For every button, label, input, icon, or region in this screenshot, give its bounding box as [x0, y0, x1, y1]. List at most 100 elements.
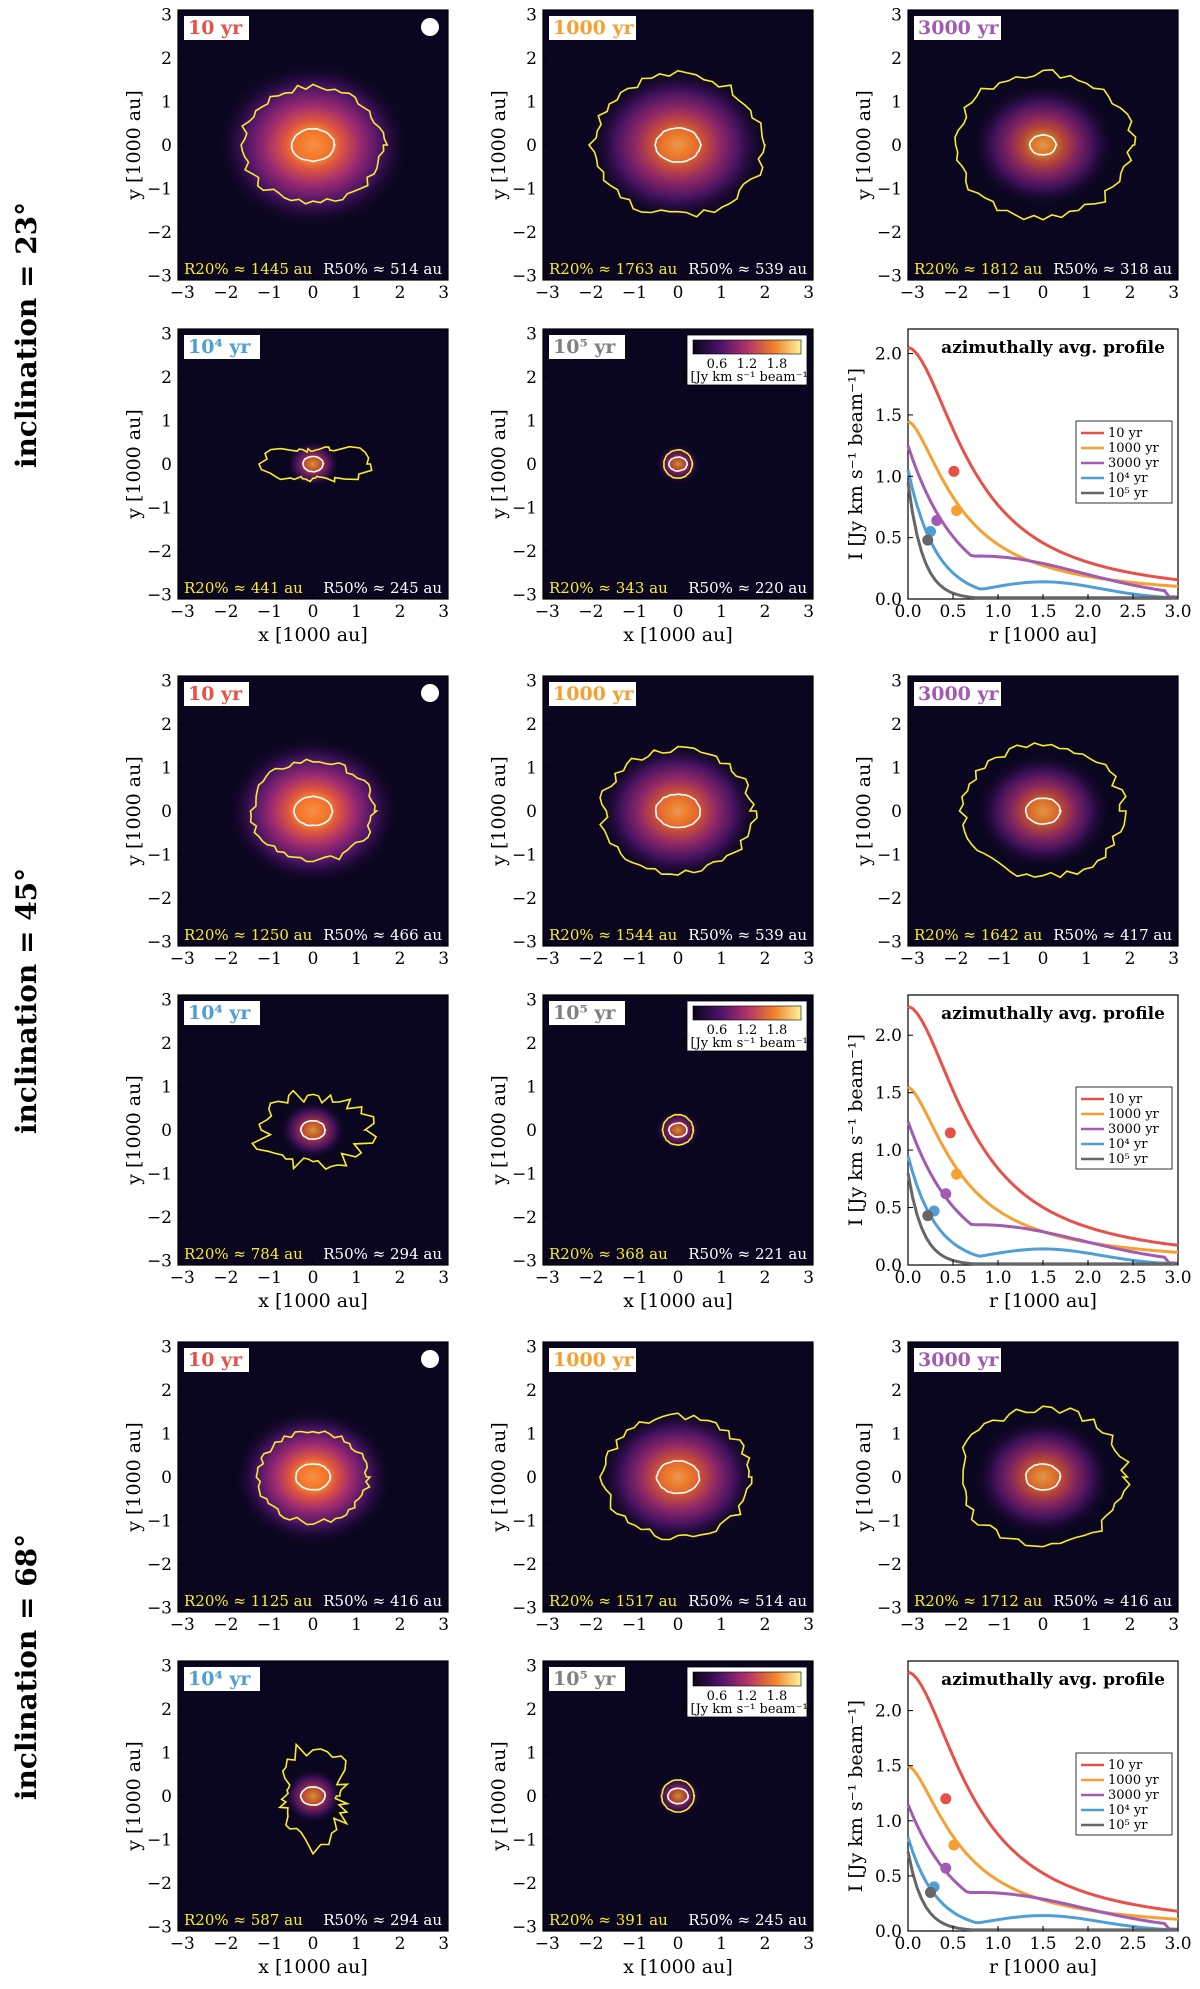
legend-label: 10⁵ yr	[1108, 1152, 1148, 1167]
contour-r50	[290, 127, 336, 163]
time-label: 10⁵ yr	[549, 335, 625, 359]
time-label: 10⁵ yr	[549, 1001, 625, 1025]
y-tick-label: 0	[161, 1787, 172, 1807]
x-tick-label: 1	[1081, 1615, 1092, 1635]
y-axis-label: y [1000 au]	[488, 90, 510, 201]
y-tick-label: −2	[147, 1555, 172, 1575]
r50-annotation: R50% ≈ 466 au	[323, 926, 442, 944]
profile-r50-marker	[948, 1839, 960, 1851]
legend-label: 10⁴ yr	[1108, 471, 1148, 486]
emission-core	[301, 1787, 325, 1805]
x-tick-label: 1	[351, 602, 362, 622]
y-tick-label: −2	[877, 223, 902, 243]
y-tick-label: 2	[161, 49, 172, 69]
y-tick-label: −1	[147, 1831, 172, 1851]
x-axis-label: r [1000 au]	[989, 1956, 1097, 1978]
y-tick-label: 3	[526, 671, 537, 691]
x-tick-label: −1	[622, 1268, 647, 1288]
r20-annotation: R20% ≈ 1125 au	[184, 1592, 313, 1610]
time-label-text: 10⁵ yr	[553, 1002, 616, 1024]
x-tick-label: −2	[578, 283, 603, 303]
time-label-text: 10⁵ yr	[553, 336, 616, 358]
x-tick-label: 2	[760, 1268, 771, 1288]
legend-label: 3000 yr	[1108, 1788, 1160, 1803]
x-tick-label: 0.5	[939, 1934, 966, 1954]
y-tick-label: 1	[526, 1743, 537, 1763]
x-tick-label: −2	[578, 1615, 603, 1635]
y-tick-label: −2	[877, 1555, 902, 1575]
x-tick-label: 3	[438, 1934, 449, 1954]
y-tick-label: 0	[526, 455, 537, 475]
r20-annotation: R20% ≈ 1250 au	[184, 926, 313, 944]
y-tick-label: 1	[161, 758, 172, 778]
y-tick-label: 3	[526, 5, 537, 25]
colorbar-ramp	[692, 1671, 802, 1687]
y-tick-label: −2	[877, 889, 902, 909]
x-tick-label: −3	[900, 1615, 925, 1635]
emission-core	[294, 796, 332, 826]
y-tick-label: 3	[161, 990, 172, 1010]
contour-r50	[302, 455, 325, 473]
contour-r50	[666, 1787, 690, 1805]
x-tick-label: −3	[535, 1934, 560, 1954]
x-tick-label: 3.0	[1164, 602, 1191, 622]
y-tick-label: 0	[161, 802, 172, 822]
inclination-group: inclination = 68° 10 yr R20% ≈ 1125 au R50%…	[10, 1337, 1192, 1978]
x-tick-label: 2	[1125, 283, 1136, 303]
time-label: 10⁴ yr	[184, 335, 260, 359]
x-tick-label: 0	[673, 1934, 684, 1954]
y-tick-label: −2	[512, 1555, 537, 1575]
x-tick-label: 3	[438, 283, 449, 303]
x-tick-label: 0	[673, 949, 684, 969]
profile-series-line	[906, 445, 1179, 599]
contour-r20	[257, 445, 373, 483]
y-tick-label: 3	[161, 1337, 172, 1357]
r20-annotation: R20% ≈ 391 au	[549, 1911, 668, 1929]
y-tick-label: 1.0	[875, 1141, 902, 1161]
time-label-text: 3000 yr	[918, 683, 1000, 705]
contour-r50	[293, 795, 334, 827]
x-tick-label: 3	[803, 283, 814, 303]
image-panel: 3000 yr R20% ≈ 1642 au R50% ≈ 417 au −3−3 −2…	[853, 671, 1179, 969]
x-tick-label: 0	[308, 1268, 319, 1288]
y-tick-label: 1.5	[875, 406, 902, 426]
y-tick-label: 0	[526, 802, 537, 822]
x-tick-label: 2.0	[1074, 1934, 1101, 1954]
y-tick-label: 2	[161, 715, 172, 735]
y-tick-label: −3	[512, 267, 537, 287]
x-tick-label: 3	[438, 949, 449, 969]
x-tick-label: −1	[622, 602, 647, 622]
inclination-group: inclination = 23° 10 yr R20% ≈ 1445 au R50%…	[10, 5, 1192, 646]
contour-r20	[660, 1779, 696, 1813]
x-tick-label: −3	[170, 1934, 195, 1954]
y-axis-label: y [1000 au]	[488, 756, 510, 867]
x-tick-label: 2.5	[1119, 1268, 1146, 1288]
inclination-group: inclination = 45° 10 yr R20% ≈ 1250 au R50%…	[10, 671, 1192, 1312]
x-tick-label: 1.0	[984, 602, 1011, 622]
y-tick-label: −1	[147, 1512, 172, 1532]
x-tick-label: −1	[987, 949, 1012, 969]
emission-core	[303, 456, 323, 472]
legend-label: 1000 yr	[1108, 1107, 1160, 1122]
y-axis-label: y [1000 au]	[123, 1422, 145, 1533]
contour-r20	[255, 1430, 372, 1526]
time-label-text: 10 yr	[188, 1349, 243, 1371]
y-axis-label: y [1000 au]	[123, 90, 145, 201]
image-panel: 10⁵ yr R20% ≈ 391 au R50% ≈ 245 au 0.6 1.2 1.…	[488, 1656, 814, 1978]
y-tick-label: −2	[512, 1208, 537, 1228]
image-panel: 10⁴ yr R20% ≈ 587 au R50% ≈ 294 au −3−3 −2 −2…	[123, 1656, 449, 1978]
y-tick-label: 1	[526, 758, 537, 778]
r20-annotation: R20% ≈ 441 au	[184, 579, 303, 597]
x-tick-label: 2	[1125, 949, 1136, 969]
y-tick-label: 0.5	[875, 529, 902, 549]
image-panel: 10⁴ yr R20% ≈ 441 au R50% ≈ 245 au −3−3 −2 −2…	[123, 324, 449, 646]
y-tick-label: 0	[526, 1468, 537, 1488]
x-tick-label: 3	[1168, 949, 1179, 969]
time-label-text: 10 yr	[188, 17, 243, 39]
time-label-box	[549, 335, 625, 359]
image-panel: 1000 yr R20% ≈ 1517 au R50% ≈ 514 au −3−3 −2…	[488, 1337, 814, 1635]
y-tick-label: 0	[891, 802, 902, 822]
time-label: 1000 yr	[549, 1348, 636, 1372]
